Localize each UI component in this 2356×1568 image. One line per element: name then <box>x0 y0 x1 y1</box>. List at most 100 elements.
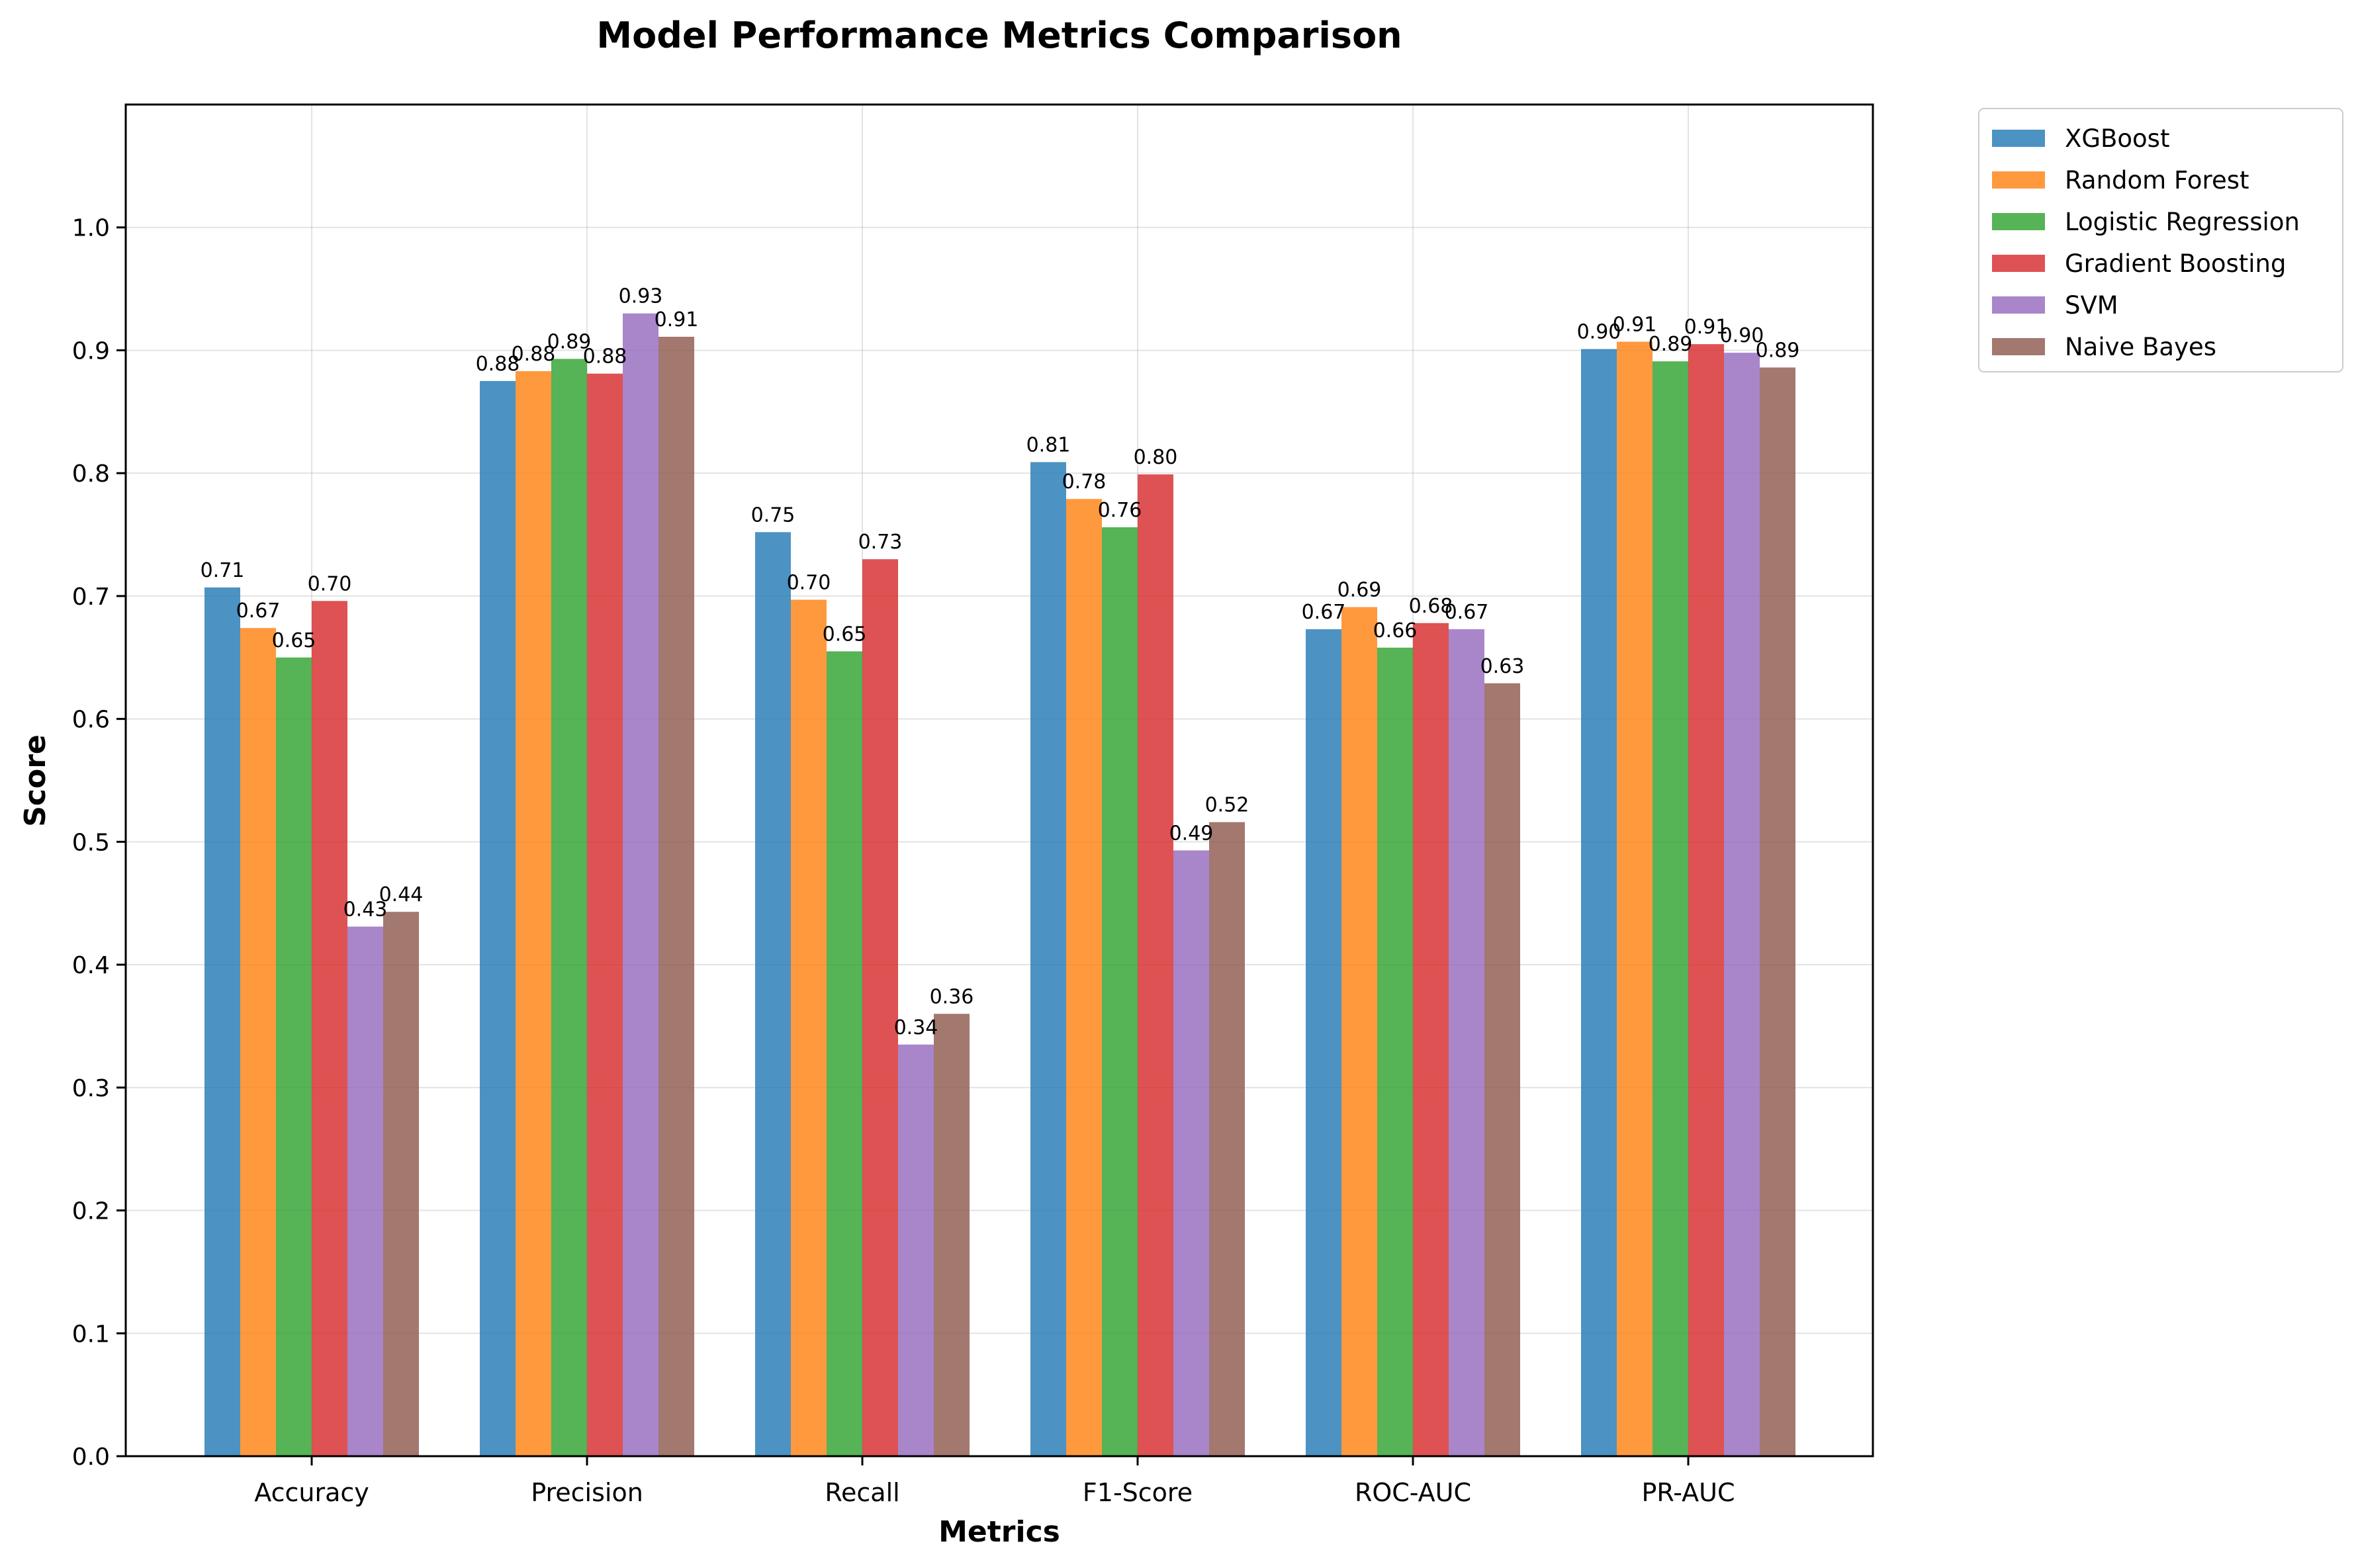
bar-logistic-regression-recall <box>827 651 862 1457</box>
bar-random-forest-roc-auc <box>1341 607 1377 1457</box>
bar-svm-f1-score <box>1173 850 1209 1456</box>
x-tick-label: Accuracy <box>254 1478 369 1507</box>
bar-gradient-boosting-f1-score <box>1138 474 1173 1456</box>
bar-value-label: 0.88 <box>583 345 627 369</box>
bar-value-label: 0.89 <box>547 330 592 353</box>
legend-swatch <box>1992 338 2045 355</box>
y-tick-label: 0.6 <box>72 707 110 734</box>
x-tick-label: Precision <box>531 1478 643 1507</box>
bar-xgboost-f1-score <box>1030 462 1066 1457</box>
bar-value-label: 0.69 <box>1337 579 1382 602</box>
bar-value-label: 0.44 <box>379 883 424 906</box>
x-tick-label: PR-AUC <box>1642 1478 1735 1507</box>
bar-value-label: 0.43 <box>343 898 388 922</box>
legend: XGBoost Random Forest Logistic Regression G… <box>1978 108 2343 372</box>
plot-frame <box>124 103 1874 1458</box>
bar-xgboost-pr-auc <box>1581 349 1617 1456</box>
legend-box <box>1978 108 2343 372</box>
bar-naive-bayes-precision <box>658 337 694 1456</box>
legend-label: SVM <box>2065 291 2118 320</box>
bar-value-label: 0.68 <box>1409 595 1453 618</box>
bar-value-label: 0.65 <box>823 623 867 646</box>
bar-logistic-regression-accuracy <box>276 657 312 1456</box>
bar-value-label: 0.81 <box>1026 433 1071 457</box>
bar-naive-bayes-accuracy <box>383 912 419 1456</box>
bar-value-label: 0.91 <box>1684 316 1729 339</box>
bar-gradient-boosting-pr-auc <box>1688 344 1724 1456</box>
y-tick-label: 0.7 <box>72 584 110 611</box>
x-tick-label: Recall <box>825 1478 899 1507</box>
bar-value-label: 0.75 <box>751 503 795 527</box>
y-tick-label: 0.4 <box>72 952 110 979</box>
bar-value-label: 0.76 <box>1098 499 1142 522</box>
legend-swatch <box>1992 213 2045 230</box>
legend-swatch <box>1992 171 2045 189</box>
bar-value-label: 0.91 <box>1613 313 1657 336</box>
bar-logistic-regression-pr-auc <box>1653 361 1688 1457</box>
bar-value-label: 0.78 <box>1062 470 1107 494</box>
bar-value-label: 0.71 <box>201 559 245 582</box>
y-tick-label: 0.9 <box>72 337 110 365</box>
bar-value-label: 0.89 <box>1756 339 1800 362</box>
bar-value-label: 0.63 <box>1480 655 1525 678</box>
bar-svm-accuracy <box>347 926 383 1456</box>
bar-value-label: 0.34 <box>894 1016 938 1039</box>
bar-value-label: 0.89 <box>1649 333 1693 356</box>
legend-label: Gradient Boosting <box>2065 249 2286 278</box>
bar-value-label: 0.93 <box>619 285 663 308</box>
bar-value-label: 0.88 <box>476 353 520 376</box>
bar-value-label: 0.66 <box>1373 619 1418 642</box>
y-tick-label: 0.8 <box>72 460 110 488</box>
bar-value-label: 0.90 <box>1720 324 1764 347</box>
bar-value-label: 0.70 <box>308 572 352 595</box>
bar-svm-precision <box>623 313 658 1457</box>
bar-naive-bayes-pr-auc <box>1760 367 1795 1457</box>
bar-value-label: 0.36 <box>930 985 974 1008</box>
bar-value-label: 0.67 <box>1445 601 1489 624</box>
value-labels-layer: 0.71 0.88 0.75 0.81 0.67 0.90 0.67 0.88 0.70 0.78… <box>201 285 1800 1039</box>
bar-xgboost-accuracy <box>204 587 240 1456</box>
bar-svm-pr-auc <box>1724 353 1760 1456</box>
y-tick-label: 0.3 <box>72 1075 110 1102</box>
y-tick-label: 0.1 <box>72 1321 110 1348</box>
legend-label: XGBoost <box>2065 124 2169 153</box>
bar-svm-recall <box>898 1044 934 1456</box>
legend-swatch <box>1992 296 2045 314</box>
bar-value-label: 0.73 <box>858 531 903 554</box>
bar-naive-bayes-f1-score <box>1209 822 1245 1456</box>
legend-label: Logistic Regression <box>2065 208 2300 236</box>
y-tick-label: 0.2 <box>72 1198 110 1225</box>
bar-value-label: 0.65 <box>272 629 316 652</box>
bar-value-label: 0.90 <box>1577 321 1621 344</box>
bar-value-label: 0.70 <box>787 571 831 594</box>
bar-logistic-regression-roc-auc <box>1377 647 1413 1456</box>
bar-xgboost-precision <box>480 380 516 1456</box>
axis-layer: 0.0 0.1 0.2 0.3 0.4 0.5 0.6 0.7 0.8 0.9 1.0 Accurac… <box>72 215 1735 1507</box>
bar-value-label: 0.52 <box>1205 794 1249 817</box>
bar-naive-bayes-recall <box>934 1014 970 1456</box>
bar-value-label: 0.80 <box>1134 446 1178 469</box>
bar-random-forest-precision <box>516 371 551 1456</box>
bar-random-forest-pr-auc <box>1617 341 1653 1456</box>
bar-value-label: 0.67 <box>1302 601 1346 624</box>
bar-logistic-regression-precision <box>551 359 587 1456</box>
y-tick-label: 0.5 <box>72 829 110 856</box>
y-axis-label: Score <box>19 734 52 827</box>
legend-swatch <box>1992 255 2045 272</box>
legend-label: Random Forest <box>2065 166 2249 195</box>
bar-gradient-boosting-roc-auc <box>1413 623 1449 1457</box>
x-tick-label: ROC-AUC <box>1355 1478 1471 1507</box>
bar-xgboost-roc-auc <box>1306 629 1341 1457</box>
bar-value-label: 0.88 <box>512 343 556 366</box>
bar-random-forest-f1-score <box>1066 499 1102 1456</box>
bar-gradient-boosting-precision <box>587 373 623 1457</box>
bar-gradient-boosting-recall <box>862 559 898 1456</box>
bar-value-label: 0.67 <box>236 599 281 623</box>
bars-layer <box>204 313 1795 1457</box>
y-tick-label: 1.0 <box>72 215 110 242</box>
chart-title: Model Performance Metrics Comparison <box>596 15 1402 56</box>
legend-swatch <box>1992 130 2045 147</box>
bar-value-label: 0.49 <box>1169 822 1214 845</box>
